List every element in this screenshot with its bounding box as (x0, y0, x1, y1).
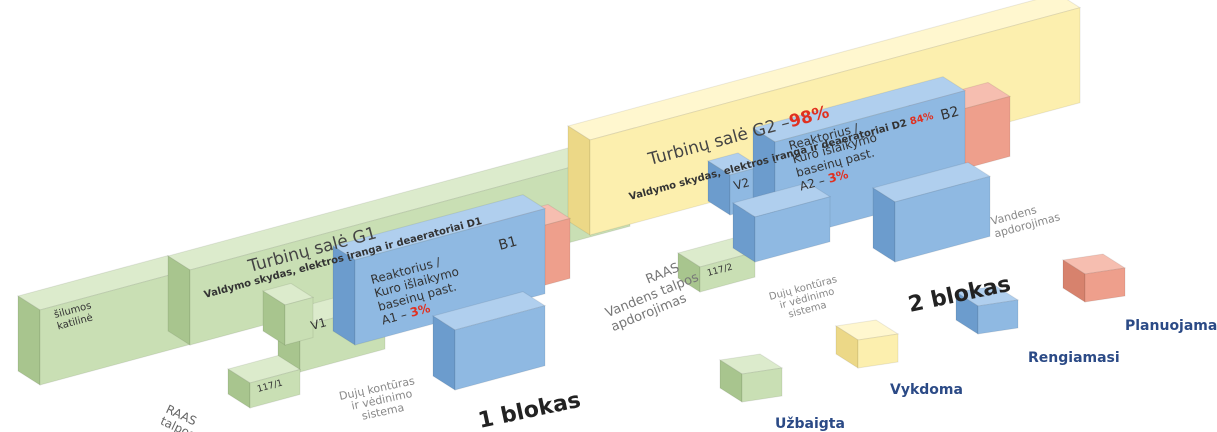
block-face (567, 125, 591, 236)
v2: V2 (732, 175, 751, 193)
block-face (249, 368, 301, 409)
block-face (1061, 253, 1127, 275)
block-face (284, 296, 314, 346)
block-face (261, 282, 315, 306)
block-face (754, 196, 831, 263)
raas-1: RAAStalpos (158, 402, 203, 432)
legend-label: Vykdoma (890, 382, 963, 398)
reactor-1: Reaktorius /Kuro išlaikymobaseinų past.A… (369, 251, 467, 328)
v1: V1 (309, 315, 328, 333)
block-1: 1 blokas (476, 388, 583, 432)
block-face (741, 367, 783, 403)
blocks (16, 0, 1127, 409)
block-face (17, 295, 41, 386)
block-face (1084, 267, 1126, 303)
water-2: Vandensapdorojimas (989, 198, 1061, 241)
b1: B1 (497, 234, 519, 254)
block-face (894, 175, 991, 263)
labels: šilumoskatilinė Turbinų salė G1 Valdymo … (53, 102, 1217, 432)
b2: B2 (939, 104, 961, 124)
gas-2: Dujų kontūrasir vėdinimosistema (768, 274, 844, 324)
legend-label: Planuojama (1125, 318, 1217, 334)
reactor-2: Reaktorius /Kuro išlaikymobaseinų past.A… (787, 117, 885, 194)
block-face (857, 333, 899, 369)
block-face (454, 305, 546, 391)
block-face (977, 299, 1019, 335)
legend-label: Užbaigta (775, 416, 845, 432)
legend-label: Rengiamasi (1028, 350, 1120, 366)
block-face (167, 255, 191, 346)
gas-1: Dujų kontūrasir vėdinimosistema (338, 374, 421, 426)
